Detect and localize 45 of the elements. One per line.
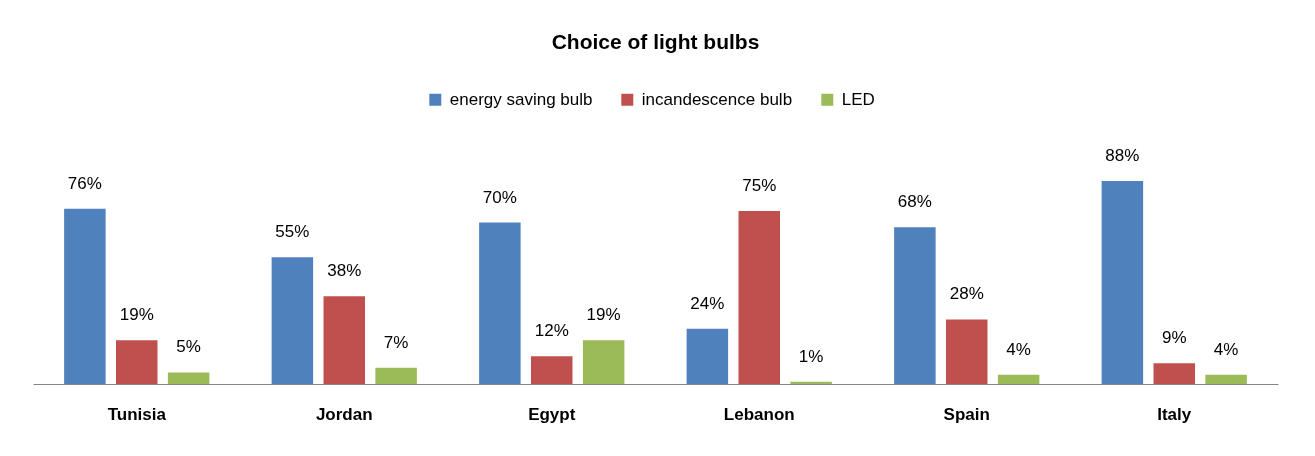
data-label: 76%	[67, 173, 102, 193]
data-label: 19%	[586, 305, 621, 325]
data-label: 12%	[534, 321, 569, 341]
bar	[116, 340, 158, 384]
x-tick-label: Italy	[1157, 404, 1192, 424]
chart-title: Choice of light bulbs	[551, 30, 760, 53]
data-label: 19%	[119, 305, 154, 325]
bar	[686, 328, 729, 384]
bar	[946, 319, 988, 384]
bar	[738, 210, 780, 384]
bar	[64, 208, 106, 384]
bar	[582, 340, 625, 384]
bar	[531, 356, 573, 384]
data-label: 5%	[176, 337, 201, 357]
data-label: 4%	[1213, 339, 1239, 359]
bar	[479, 222, 521, 384]
data-label: 88%	[1105, 146, 1140, 165]
x-tick-label: Egypt	[528, 404, 576, 424]
bar	[1101, 181, 1144, 384]
data-label: 9%	[1161, 328, 1187, 348]
data-label: 68%	[897, 192, 932, 212]
legend-label: LED	[841, 89, 875, 109]
data-label: 75%	[742, 175, 777, 195]
x-tick-label: Tunisia	[107, 404, 167, 424]
bar	[1205, 374, 1247, 384]
data-label: 28%	[949, 284, 984, 304]
bar	[271, 257, 314, 384]
legend-label: incandescence bulb	[641, 89, 793, 109]
bar	[375, 367, 417, 384]
data-label: 38%	[327, 261, 362, 281]
data-label: 7%	[383, 332, 409, 352]
bar	[1153, 363, 1195, 384]
x-tick-label: Jordan	[315, 404, 373, 424]
x-tick-label: Spain	[943, 404, 990, 424]
legend-label: energy saving bulb	[449, 89, 593, 109]
bar	[167, 372, 210, 384]
data-label: 70%	[482, 187, 517, 207]
x-tick-label: Lebanon	[723, 404, 795, 424]
data-label: 24%	[690, 293, 725, 313]
bar	[323, 296, 365, 384]
data-label: 1%	[798, 346, 824, 366]
bar	[997, 374, 1040, 384]
data-label: 55%	[275, 222, 310, 242]
data-label: 4%	[1006, 339, 1031, 359]
bar	[894, 227, 936, 384]
